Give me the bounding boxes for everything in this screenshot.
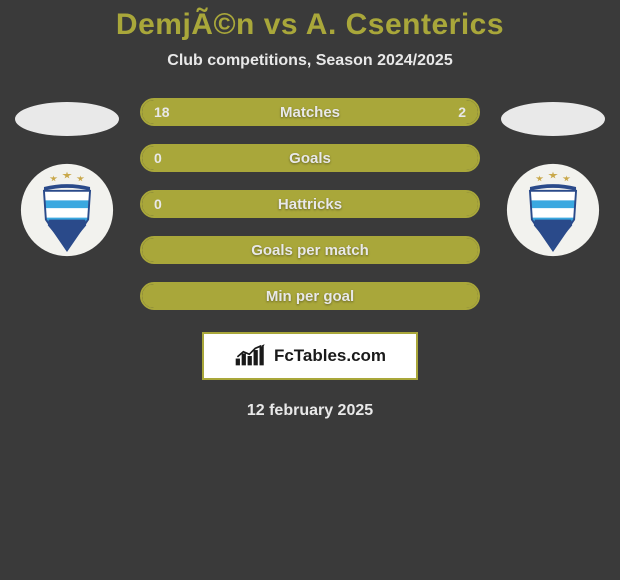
brand-box[interactable]: FcTables.com — [202, 332, 418, 380]
stat-label: Min per goal — [266, 288, 354, 305]
stat-value-left: 0 — [154, 196, 162, 212]
bar-chart-icon — [234, 343, 268, 369]
player-left-avatar — [15, 102, 119, 136]
stats-column: 18 Matches 2 0 Goals 0 Hattricks Goals per matc… — [140, 98, 480, 310]
stat-fill-right — [411, 100, 478, 124]
date-label: 12 february 2025 — [0, 402, 620, 420]
stat-fill-left — [142, 100, 411, 124]
stat-bar: 0 Goals — [140, 144, 480, 172]
player-right-avatar — [501, 102, 605, 136]
crest-icon — [19, 162, 115, 258]
stat-label: Hattricks — [278, 196, 342, 213]
player-left-column — [12, 98, 122, 258]
stat-bar: 0 Hattricks — [140, 190, 480, 218]
page-title: DemjÃ©n vs A. Csenterics — [0, 8, 620, 42]
stat-value-right: 2 — [458, 104, 466, 120]
crest-icon — [505, 162, 601, 258]
stat-value-left: 18 — [154, 104, 170, 120]
main-row: 18 Matches 2 0 Goals 0 Hattricks Goals per matc… — [0, 98, 620, 310]
page-subtitle: Club competitions, Season 2024/2025 — [0, 52, 620, 70]
player-right-column — [498, 98, 608, 258]
stat-label: Matches — [280, 104, 340, 121]
stat-value-left: 0 — [154, 150, 162, 166]
stat-bar: Goals per match — [140, 236, 480, 264]
stat-label: Goals per match — [251, 242, 369, 259]
stat-bar: 18 Matches 2 — [140, 98, 480, 126]
stat-bar: Min per goal — [140, 282, 480, 310]
stat-label: Goals — [289, 150, 331, 167]
comparison-card: DemjÃ©n vs A. Csenterics Club competitio… — [0, 0, 620, 420]
club-crest-right — [505, 162, 601, 258]
club-crest-left — [19, 162, 115, 258]
brand-text: FcTables.com — [274, 346, 386, 366]
